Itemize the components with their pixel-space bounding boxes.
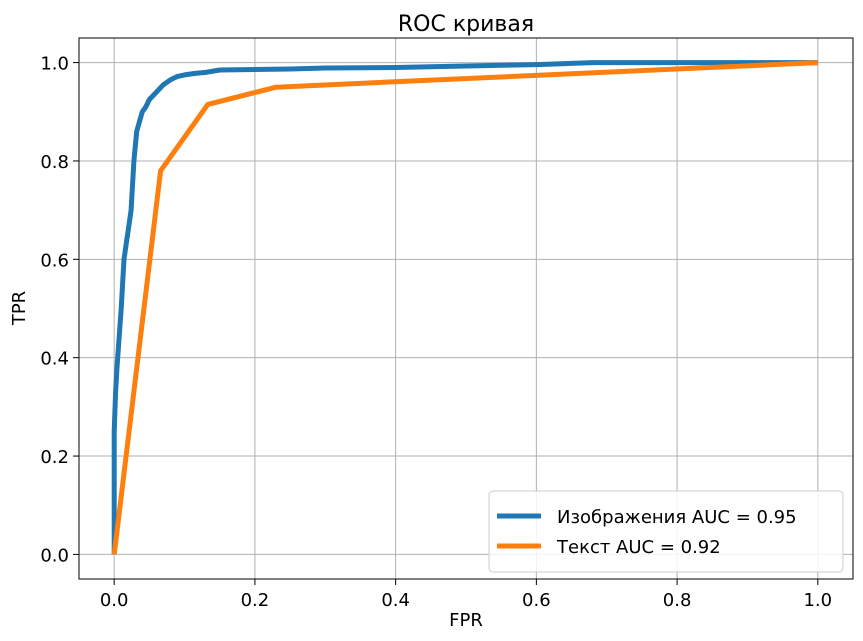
series-line-text [111, 60, 818, 555]
x-axis-ticks: 0.0 0.2 0.4 0.6 0.8 1.0 [100, 579, 832, 611]
y-tick-label: 0.6 [40, 250, 69, 271]
y-tick-label: 0.4 [40, 349, 69, 370]
x-tick-label: 0.6 [522, 590, 551, 611]
series-line-images [111, 60, 818, 555]
y-tick-label: 0.2 [40, 447, 69, 468]
series-layer [111, 60, 818, 555]
y-axis-label: TPR [9, 291, 30, 326]
legend: Изображения AUC = 0.95 Текст AUC = 0.92 [488, 490, 844, 573]
y-axis-ticks: 0.0 0.2 0.4 0.6 0.8 1.0 [40, 54, 79, 566]
legend-label-images: Изображения AUC = 0.95 [557, 507, 797, 528]
plot-frame [78, 37, 854, 580]
x-tick-label: 0.0 [100, 590, 129, 611]
chart-title: ROC кривая [398, 12, 534, 37]
x-tick-label: 0.2 [241, 590, 270, 611]
y-tick-label: 1.0 [40, 54, 69, 75]
grid [79, 38, 853, 579]
legend-label-text: Текст AUC = 0.92 [556, 537, 721, 558]
y-tick-label: 0.0 [40, 545, 69, 566]
x-tick-label: 0.4 [381, 590, 410, 611]
y-tick-label: 0.8 [40, 152, 69, 173]
x-axis-label: FPR [449, 610, 483, 631]
x-tick-label: 1.0 [803, 590, 832, 611]
legend-box [488, 490, 844, 573]
x-tick-label: 0.8 [663, 590, 692, 611]
